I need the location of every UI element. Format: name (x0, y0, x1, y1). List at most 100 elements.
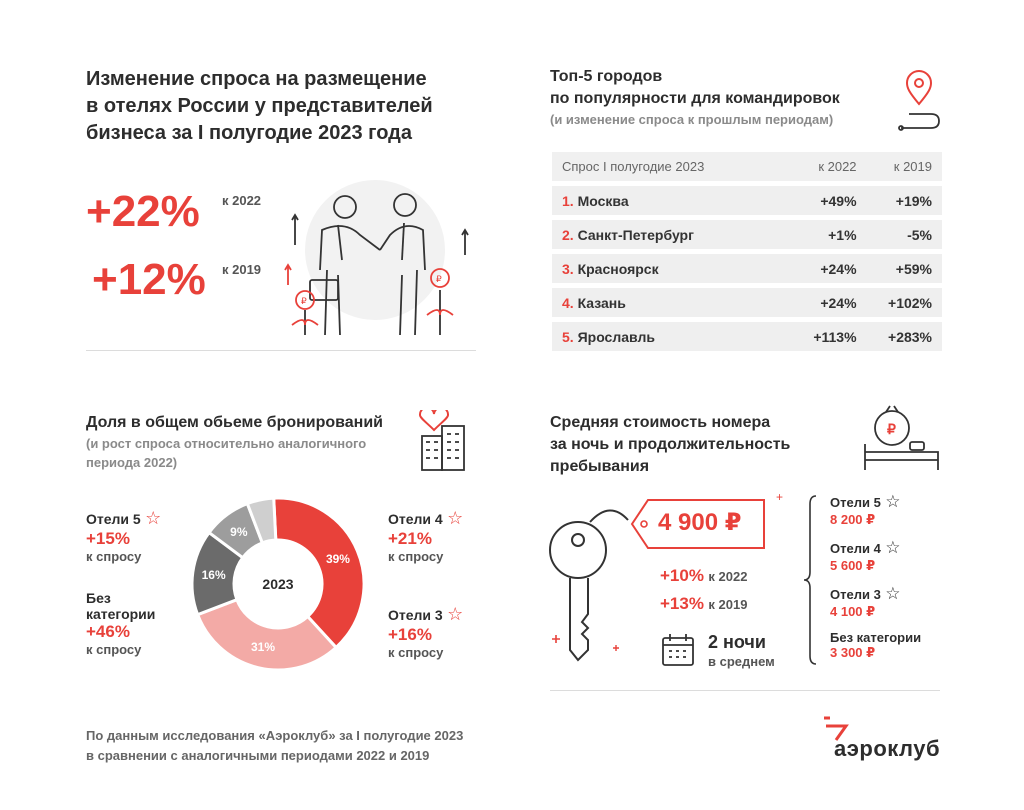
segment-name: Отели 4 (388, 511, 443, 527)
segment-note: к спросу (86, 549, 142, 564)
segment-growth: +21% (388, 529, 432, 548)
svg-text:₽: ₽ (436, 274, 442, 284)
bracket-divider (803, 495, 817, 665)
city-rank: 3. (562, 260, 574, 277)
donut-slice-label: 39% (326, 552, 350, 566)
share-title-block: Доля в общем обьеме бронирований (и рост… (86, 412, 383, 472)
star-icon: ☆ (447, 604, 464, 624)
main-title-line: в отелях России у представителей (86, 95, 433, 117)
city-2022: +24% (792, 254, 867, 283)
key-icon (549, 509, 629, 662)
segment-name: Без (86, 590, 111, 606)
category-name: Отели 4 (830, 541, 881, 556)
city-2019: +283% (866, 322, 942, 351)
legend-nocat: Без категории +46% к спросу (86, 590, 155, 657)
table-row: 1. Москва +49% +19% (552, 186, 942, 215)
donut-slices: 39% 31% 16% 9% (190, 496, 366, 672)
donut-slice-label: 31% (251, 640, 275, 654)
main-title-line: бизнеса за I полугодие 2023 года (86, 122, 412, 144)
main-title-line: Изменение спроса на размещение (86, 68, 427, 90)
cost-title-line: Средняя стоимость номера (550, 414, 771, 431)
city-rank: 5. (562, 328, 574, 345)
table-row: 3. Красноярск +24% +59% (552, 254, 942, 283)
logo-text: аэроклуб (834, 736, 941, 761)
city-rank: 4. (562, 294, 574, 311)
source-line: в сравнении с аналогичными периодами 202… (86, 748, 430, 763)
price-change-2019: +13% к 2019 (660, 594, 747, 614)
table-header-row: Спрос I полугодие 2023 к 2022 к 2019 (552, 152, 942, 181)
city-name: Москва (577, 192, 629, 209)
clock-bed-icon: ₽ (864, 405, 939, 470)
divider (550, 690, 940, 691)
star-icon: ☆ (447, 508, 464, 528)
city-2022: +24% (792, 288, 867, 317)
category-price: 8 200 ₽ (830, 512, 876, 527)
top5-title-block: Топ-5 городов по популярности для команд… (550, 66, 840, 129)
city-rank: 1. (562, 192, 574, 209)
growth-2019-label: к 2019 (222, 262, 262, 277)
category-price: 5 600 ₽ (830, 558, 876, 573)
main-title-block: Изменение спроса на размещение в отелях … (86, 66, 433, 147)
city-name: Ярославль (577, 328, 655, 345)
column-header: к 2022 (792, 152, 867, 181)
growth-2019-value: +12% (92, 255, 206, 304)
handshake-illustration: ₽ ₽ (284, 180, 469, 336)
city-rank: 2. (562, 226, 574, 243)
logo-mark-icon (824, 716, 849, 741)
category-name: Отели 5 (830, 495, 881, 510)
share-subtitle-line: периода 2022) (86, 455, 178, 470)
table-row: 2. Санкт-Петербург +1% -5% (552, 220, 942, 249)
category-name: Без категории (830, 630, 922, 645)
star-icon: ☆ (885, 538, 901, 557)
city-2022: +1% (792, 220, 867, 249)
change-label: к 2019 (708, 597, 748, 612)
segment-name: Отели 3 (388, 607, 443, 623)
top5-title-line: Топ-5 городов (550, 68, 663, 85)
city-name: Казань (577, 294, 626, 311)
city-2019: +19% (866, 186, 942, 215)
category-name: Отели 3 (830, 587, 881, 602)
share-subtitle-line: (и рост спроса относительно аналогичного (86, 436, 367, 451)
svg-text:₽: ₽ (301, 296, 307, 306)
category-price: 4 100 ₽ (830, 604, 876, 619)
avg-price: 4 900 ₽ (658, 509, 742, 536)
segment-growth: +46% (86, 622, 130, 641)
city-name: Санкт-Петербург (577, 226, 694, 243)
donut-chart: 39% 31% 16% 9% 2023 (190, 496, 366, 672)
city-2022: +113% (792, 322, 867, 351)
city-name: Красноярск (577, 260, 659, 277)
star-icon: ☆ (885, 584, 901, 603)
change-label: к 2022 (708, 569, 748, 584)
map-pin-icon (898, 70, 940, 131)
nights-note: в среднем (708, 654, 775, 669)
share-title: Доля в общем обьеме бронирований (86, 414, 384, 431)
table-row: 5. Ярославль +113% +283% (552, 322, 942, 351)
city-2022: +49% (792, 186, 867, 215)
table-row: 4. Казань +24% +102% (552, 288, 942, 317)
donut-slice (245, 496, 278, 545)
nights-value: 2 ночи (708, 632, 766, 652)
price-tag-icon (630, 499, 765, 549)
top5-subtitle: (и изменение спроса к прошлым периодам) (550, 112, 834, 127)
cost-title-line: за ночь и продолжительность (550, 436, 791, 453)
segment-name: категории (86, 606, 156, 622)
donut-slice (272, 496, 366, 650)
growth-2022-value: +22% (86, 187, 200, 236)
category-prices: Отели 5 ☆ 8 200 ₽ Отели 4 ☆ 5 600 ₽ Отел… (830, 492, 921, 661)
divider (86, 350, 476, 351)
cities-table: Спрос I полугодие 2023 к 2022 к 2019 1. … (552, 147, 942, 356)
change-value: +13% (660, 594, 704, 613)
source-note: По данным исследования «Аэроклуб» за I п… (86, 726, 463, 766)
category-price: 3 300 ₽ (830, 645, 876, 660)
change-value: +10% (660, 566, 704, 585)
legend-hotels3: Отели 3 ☆ +16% к спросу (388, 604, 463, 660)
cost-title-line: пребывания (550, 458, 650, 475)
segment-note: к спросу (86, 642, 142, 657)
calendar-icon (662, 634, 694, 666)
legend-hotels4: Отели 4 ☆ +21% к спросу (388, 508, 463, 564)
donut-slice-label: 16% (202, 568, 226, 582)
heart-building-icon (419, 410, 465, 471)
svg-text:₽: ₽ (887, 421, 896, 437)
source-line: По данным исследования «Аэроклуб» за I п… (86, 728, 464, 743)
legend-hotels5: Отели 5 ☆ +15% к спросу (86, 508, 161, 564)
